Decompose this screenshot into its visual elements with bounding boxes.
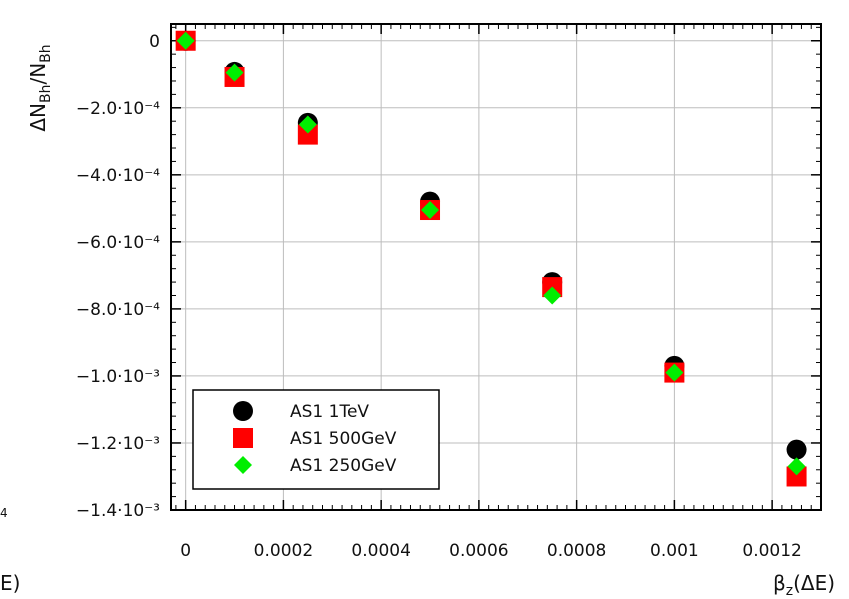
plot-frame: [170, 23, 822, 511]
grid: [171, 24, 821, 511]
y-tick-label: −4.0·10⁻⁴: [76, 166, 160, 186]
y-tick-label: −8.0·10⁻⁴: [76, 300, 160, 320]
data-point-diamond: [787, 457, 806, 476]
y-tick-label: −6.0·10⁻⁴: [76, 233, 160, 253]
left-edge-axis-fragment: E): [0, 571, 20, 595]
y-tick-label: −1.2·10⁻³: [76, 434, 160, 454]
y-tick-label: −1.0·10⁻³: [76, 367, 160, 387]
legend-marker-diamond: [234, 456, 252, 474]
legend-marker-circle: [233, 401, 253, 421]
x-tick-label: 0.0006: [449, 541, 508, 561]
data-point-square: [297, 124, 318, 145]
legend-label: AS1 500GeV: [290, 429, 397, 449]
x-tick-labels: 0 0.0002 0.0004 0.0006 0.0008 0.001 0.0012: [180, 541, 802, 561]
data-point-circle: [786, 439, 807, 460]
data-point-diamond: [421, 201, 440, 220]
legend-label: AS1 250GeV: [290, 456, 397, 476]
legend-label: AS1 1TeV: [290, 402, 369, 422]
y-tick-label: 0: [149, 32, 160, 52]
data-point-diamond: [176, 31, 195, 50]
data-points: [175, 30, 807, 487]
x-tick-label: 0.0004: [351, 541, 410, 561]
left-edge-exponent-fragment: 4: [0, 506, 8, 520]
legend-marker-square: [233, 428, 253, 448]
data-point-diamond: [298, 115, 317, 134]
y-tick-label: −1.4·10⁻³: [76, 501, 160, 521]
y-tick-label: −2.0·10⁻⁴: [76, 99, 160, 119]
x-tick-label: 0: [180, 541, 191, 561]
y-tick-labels: 0 −2.0·10⁻⁴ −4.0·10⁻⁴ −6.0·10⁻⁴ −8.0·10⁻⁴ −1.…: [76, 32, 160, 521]
data-point-diamond: [665, 363, 684, 382]
x-axis-title: βz(ΔE): [773, 571, 835, 599]
legend: AS1 1TeV AS1 500GeV AS1 250GeV: [192, 389, 440, 490]
x-tick-label: 0.001: [650, 541, 699, 561]
y-axis-title: ΔNBh/NBh: [26, 44, 54, 131]
x-tick-label: 0.0002: [254, 541, 313, 561]
data-point-diamond: [543, 286, 562, 305]
data-point-diamond: [225, 63, 244, 82]
ticks: [171, 24, 821, 511]
data-point-square: [786, 466, 807, 487]
x-tick-label: 0.0008: [547, 541, 606, 561]
x-tick-label: 0.0012: [742, 541, 801, 561]
